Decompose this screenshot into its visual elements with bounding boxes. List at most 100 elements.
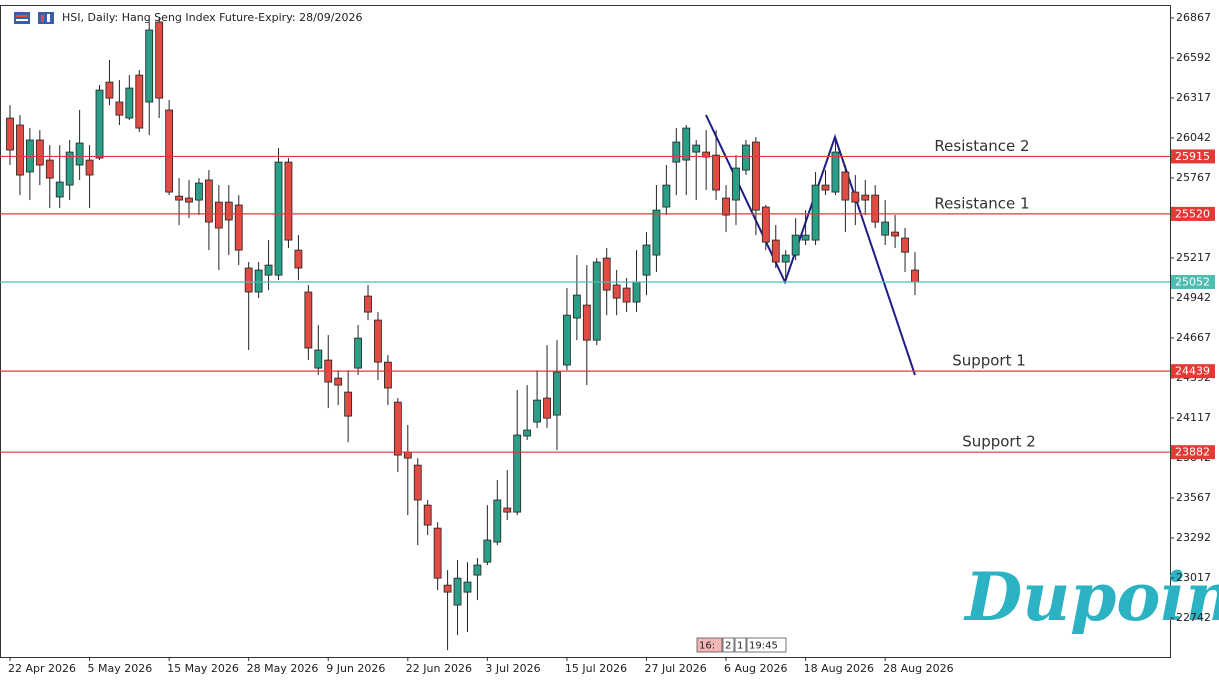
candle-body bbox=[463, 581, 472, 593]
y-tick-label: 23292 bbox=[1176, 531, 1211, 544]
candle-body bbox=[45, 159, 54, 179]
countdown-box bbox=[746, 637, 787, 653]
candle-body bbox=[662, 184, 671, 208]
candle-body bbox=[75, 142, 84, 166]
candle-body bbox=[145, 29, 154, 103]
candle-body bbox=[135, 74, 144, 129]
candle-body bbox=[294, 249, 303, 269]
candle-body bbox=[871, 194, 880, 223]
candle-body bbox=[214, 201, 223, 229]
candle-body bbox=[761, 206, 770, 243]
candle-body bbox=[742, 144, 750, 171]
y-tick-label: 26042 bbox=[1176, 131, 1211, 144]
candle-body bbox=[811, 184, 820, 241]
price-box-label: 23882 bbox=[1175, 446, 1210, 459]
candle-body bbox=[751, 141, 760, 211]
price-box bbox=[1171, 206, 1215, 221]
x-tick-label: 28 Aug 2026 bbox=[883, 662, 953, 675]
countdown-box bbox=[734, 637, 747, 653]
level-label: Resistance 2 bbox=[934, 137, 1029, 155]
candle-body bbox=[901, 237, 909, 253]
y-tick-label: 26592 bbox=[1176, 51, 1211, 64]
price-box bbox=[1171, 364, 1215, 379]
candle-body bbox=[314, 349, 323, 369]
y-tick-label: 24942 bbox=[1176, 291, 1211, 304]
candle-body bbox=[155, 21, 164, 99]
y-tick-label: 22742 bbox=[1176, 611, 1211, 624]
candle-body bbox=[443, 584, 452, 593]
candle-body bbox=[543, 397, 551, 419]
candle-body bbox=[533, 399, 541, 423]
x-tick-label: 15 May 2026 bbox=[167, 662, 239, 675]
y-tick-label: 25217 bbox=[1176, 251, 1211, 264]
candle-body bbox=[553, 371, 561, 416]
icon bbox=[16, 15, 28, 17]
candle-body bbox=[105, 81, 114, 99]
candle-body bbox=[473, 564, 482, 576]
x-tick-label: 3 Jul 2026 bbox=[485, 662, 540, 675]
candle-body bbox=[234, 204, 243, 251]
price-box-label: 25520 bbox=[1175, 207, 1210, 220]
candle-body bbox=[403, 451, 412, 459]
countdown-box bbox=[722, 637, 735, 653]
candle-body bbox=[602, 257, 611, 291]
candle-body bbox=[841, 171, 850, 201]
candle-body bbox=[851, 191, 860, 203]
candle-body bbox=[393, 401, 402, 456]
candle-body bbox=[572, 294, 581, 319]
y-tick-label: 25767 bbox=[1176, 171, 1211, 184]
price-box bbox=[1171, 149, 1215, 164]
x-tick-label: 6 Aug 2026 bbox=[724, 662, 787, 675]
candle-body bbox=[722, 197, 730, 216]
candle-body bbox=[35, 139, 44, 166]
countdown-text: 16: bbox=[699, 641, 715, 652]
candle-body bbox=[592, 261, 601, 341]
level-label: Support 1 bbox=[952, 352, 1026, 370]
candle-body bbox=[582, 304, 591, 341]
candle-body bbox=[622, 287, 631, 303]
candle-body bbox=[384, 361, 392, 389]
y-tick-label: 26317 bbox=[1176, 91, 1211, 104]
candle-body bbox=[334, 377, 343, 386]
candle-body bbox=[652, 209, 661, 256]
level-label: Support 2 bbox=[962, 433, 1036, 451]
candle-body bbox=[374, 319, 382, 363]
price-box bbox=[1171, 274, 1215, 289]
candle-body bbox=[224, 201, 233, 221]
countdown-text: 19:45 bbox=[749, 641, 778, 652]
icon bbox=[41, 15, 44, 22]
icon bbox=[38, 12, 54, 24]
countdown-box bbox=[696, 637, 723, 653]
y-tick-label: 23017 bbox=[1176, 571, 1211, 584]
candle-body bbox=[125, 87, 134, 119]
countdown-text: 2 bbox=[725, 641, 731, 652]
candle-body bbox=[831, 151, 840, 193]
candle-body bbox=[413, 464, 422, 501]
x-tick-label: 22 Jun 2026 bbox=[406, 662, 472, 675]
candle-body bbox=[453, 577, 462, 606]
candle-body bbox=[364, 295, 372, 313]
candle-body bbox=[891, 231, 900, 237]
candle-body bbox=[642, 244, 651, 276]
candle-body bbox=[274, 161, 283, 276]
candle-body bbox=[781, 254, 790, 263]
candle-body bbox=[85, 159, 94, 176]
symbol-icons bbox=[14, 12, 54, 24]
x-tick-label: 27 Jul 2026 bbox=[644, 662, 706, 675]
countdown-text: 1 bbox=[737, 641, 743, 652]
candle-body bbox=[65, 151, 74, 186]
candle-body bbox=[682, 127, 691, 161]
candle-body bbox=[16, 124, 24, 176]
candle-body bbox=[354, 337, 362, 369]
candle-body bbox=[523, 429, 532, 437]
candle-body bbox=[115, 101, 124, 116]
candle-body bbox=[503, 507, 512, 513]
candle-body bbox=[632, 281, 641, 303]
x-tick-label: 22 Apr 2026 bbox=[8, 662, 76, 675]
candle-body bbox=[423, 504, 432, 526]
candle-body bbox=[165, 109, 174, 193]
candle-body bbox=[672, 141, 681, 163]
candle-body bbox=[175, 195, 183, 201]
candle-body bbox=[55, 181, 64, 198]
